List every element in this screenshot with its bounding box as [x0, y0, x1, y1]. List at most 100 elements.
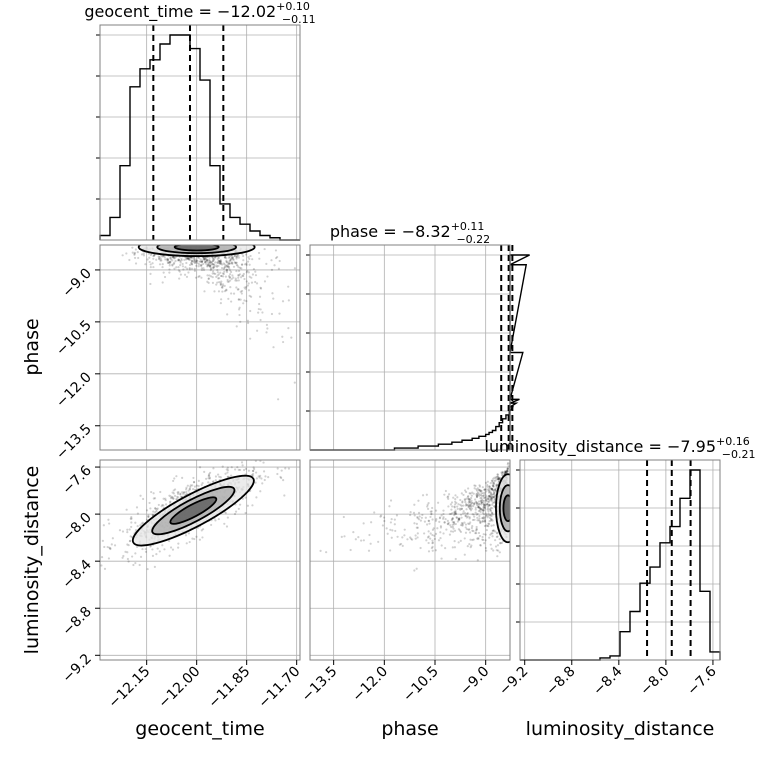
scatter-point — [212, 467, 215, 470]
scatter-point — [200, 267, 203, 270]
scatter-point — [419, 519, 422, 522]
scatter-point — [136, 512, 140, 515]
scatter-point — [219, 260, 223, 263]
scatter-point — [489, 517, 493, 521]
scatter-point — [490, 487, 493, 490]
scatter-point — [496, 477, 499, 481]
scatter-point — [249, 295, 253, 298]
scatter-point — [173, 267, 176, 270]
scatter-point — [367, 549, 371, 552]
scatter-point — [485, 490, 488, 493]
scatter-point — [467, 495, 470, 498]
scatter-point — [235, 254, 238, 257]
scatter-point — [451, 530, 455, 533]
scatter-point — [281, 340, 285, 344]
scatter-point — [272, 346, 275, 349]
scatter-point — [451, 520, 455, 524]
scatter-point — [216, 281, 219, 284]
scatter-point — [134, 248, 137, 251]
scatter-point — [484, 496, 488, 499]
scatter-point — [471, 529, 474, 532]
scatter-point — [126, 543, 129, 546]
scatter-point — [217, 517, 220, 521]
scatter-point — [207, 263, 210, 266]
scatter-point — [142, 252, 145, 255]
scatter-point — [454, 500, 457, 503]
scatter-point — [202, 262, 205, 266]
scatter-point — [416, 532, 419, 535]
scatter-point — [460, 492, 463, 495]
scatter-point — [479, 489, 482, 493]
scatter-point — [276, 255, 279, 259]
scatter-point — [477, 506, 480, 509]
scatter-point — [216, 261, 219, 264]
scatter-point — [260, 477, 263, 480]
scatter-point — [248, 294, 251, 297]
scatter-point — [171, 263, 174, 266]
scatter-point — [443, 493, 446, 496]
scatter-point — [211, 257, 215, 260]
scatter-point — [416, 536, 419, 539]
scatter-point — [467, 501, 470, 504]
scatter-point — [476, 519, 479, 522]
scatter-point — [431, 539, 434, 542]
scatter-point — [522, 456, 524, 458]
scatter-point — [450, 508, 453, 511]
scatter-point — [462, 510, 465, 513]
scatter-point — [173, 494, 177, 497]
scatter-point — [211, 281, 215, 284]
scatter-point — [208, 265, 211, 268]
scatter-point — [453, 505, 456, 508]
scatter-point — [501, 471, 505, 474]
scatter-point — [251, 504, 254, 507]
scatter-point — [385, 527, 388, 530]
panels — [96, 24, 721, 661]
scatter-point — [415, 526, 418, 529]
scatter-point — [139, 524, 142, 527]
scatter-point — [262, 461, 265, 464]
scatter-point — [479, 507, 482, 510]
scatter-point — [171, 255, 175, 259]
scatter-point — [156, 507, 159, 510]
scatter-point — [157, 255, 160, 258]
scatter-point — [479, 507, 483, 511]
scatter-point — [218, 260, 222, 263]
scatter-point — [500, 471, 503, 474]
scatter-point — [481, 511, 485, 515]
scatter-point — [220, 298, 223, 301]
scatter-point — [149, 263, 152, 266]
x-tick-label: −8.0 — [637, 664, 672, 699]
scatter-point — [229, 257, 233, 261]
scatter-point — [489, 513, 492, 517]
scatter-point — [388, 505, 391, 508]
scatter-point — [134, 521, 137, 524]
scatter-point — [506, 467, 509, 470]
scatter-point — [212, 266, 215, 270]
scatter-point — [188, 488, 191, 491]
scatter-point — [130, 521, 133, 524]
scatter-point — [259, 474, 262, 477]
scatter-point — [487, 504, 491, 507]
scatter-point — [177, 542, 180, 545]
scatter-point — [481, 508, 484, 512]
scatter-point — [152, 257, 155, 260]
scatter-point — [342, 515, 345, 519]
scatter-point — [263, 280, 267, 283]
scatter-point — [506, 469, 509, 473]
scatter-point — [283, 494, 286, 497]
scatter-point — [175, 498, 178, 501]
scatter-point — [494, 477, 497, 480]
scatter-point — [478, 484, 481, 487]
scatter-point — [461, 501, 464, 504]
scatter-point — [267, 476, 270, 479]
scatter-point — [207, 277, 210, 281]
scatter-point — [440, 557, 443, 560]
scatter-point — [144, 550, 148, 553]
scatter-point — [172, 492, 175, 495]
scatter-point — [254, 274, 258, 277]
scatter-point — [239, 298, 242, 301]
scatter-point — [158, 257, 161, 261]
scatter-point — [437, 501, 440, 504]
scatter-point — [244, 511, 247, 515]
